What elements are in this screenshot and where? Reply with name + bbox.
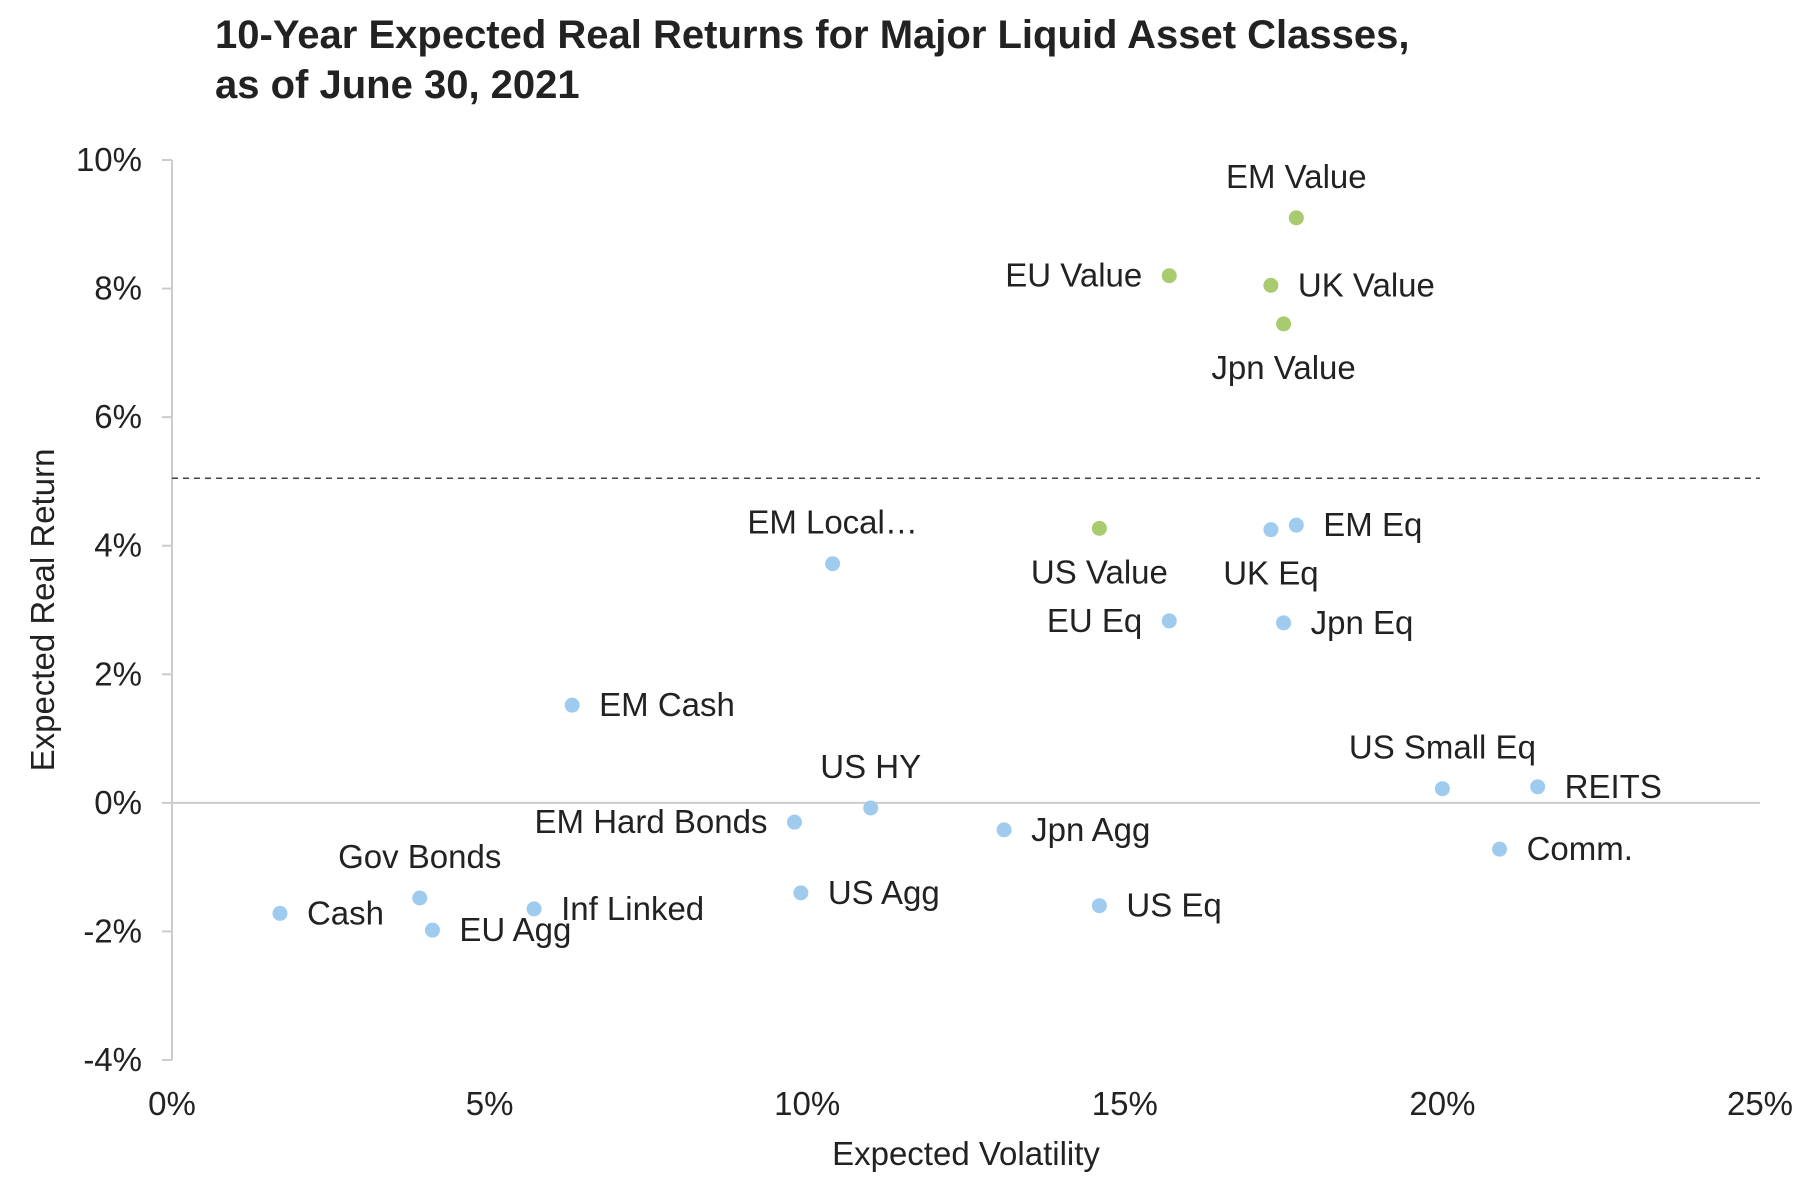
- point-eu-eq: [1161, 613, 1177, 629]
- point-em-hard-bonds: [786, 814, 802, 830]
- y-tick-label: -2%: [83, 912, 142, 949]
- point-em-value: [1288, 210, 1304, 226]
- point-reits: [1530, 779, 1546, 795]
- x-tick-label: 20%: [1409, 1085, 1475, 1122]
- x-tick-label: 25%: [1727, 1085, 1793, 1122]
- label-eu-value: EU Value: [1005, 257, 1142, 294]
- label-uk-value: UK Value: [1298, 266, 1435, 303]
- label-us-hy: US HY: [820, 748, 921, 785]
- point-gov-bonds: [412, 890, 428, 906]
- label-reits: REITS: [1565, 768, 1662, 805]
- label-em-eq: EM Eq: [1323, 506, 1422, 543]
- label-us-eq: US Eq: [1126, 887, 1221, 924]
- point-em-eq: [1288, 517, 1304, 533]
- label-eu-eq: EU Eq: [1047, 602, 1142, 639]
- label-em-cash: EM Cash: [599, 686, 735, 723]
- point-comm: [1492, 841, 1508, 857]
- point-us-value: [1091, 520, 1107, 536]
- axes-layer: -4% -2% 0% 2% 4% 6% 8% 10% 0% 5% 10% 15% 20% 25%: [76, 141, 1793, 1122]
- label-jpn-agg: Jpn Agg: [1031, 811, 1150, 848]
- point-uk-eq: [1263, 522, 1279, 538]
- chart-title-line-1: 10-Year Expected Real Returns for Major …: [215, 13, 1410, 57]
- label-uk-eq: UK Eq: [1223, 555, 1318, 592]
- point-us-hy: [863, 800, 879, 816]
- label-jpn-value: Jpn Value: [1211, 349, 1355, 386]
- label-em-local: EM Local…: [747, 504, 918, 541]
- y-axis-title: Expected Real Return: [24, 449, 61, 772]
- label-eu-agg: EU Agg: [459, 911, 571, 948]
- label-gov-bonds: Gov Bonds: [338, 838, 501, 875]
- x-tick-label: 10%: [774, 1085, 840, 1122]
- labels-layer: EM Value EU Value UK Value Jpn Value US Valu…: [307, 158, 1662, 948]
- point-jpn-value: [1276, 316, 1292, 332]
- y-tick-label: 8%: [94, 270, 142, 307]
- label-jpn-eq: Jpn Eq: [1311, 604, 1414, 641]
- x-axis-title: Expected Volatility: [832, 1135, 1100, 1172]
- y-tick-label: 4%: [94, 527, 142, 564]
- x-tick-label: 0%: [148, 1085, 196, 1122]
- x-tick-label: 5%: [466, 1085, 514, 1122]
- label-cash: Cash: [307, 894, 384, 931]
- y-tick-label: 10%: [76, 141, 142, 178]
- point-jpn-agg: [996, 822, 1012, 838]
- point-em-local: [825, 556, 841, 572]
- chart-title-line-2: as of June 30, 2021: [215, 63, 580, 107]
- y-tick-label: 2%: [94, 655, 142, 692]
- point-em-cash: [564, 697, 580, 713]
- point-uk-value: [1263, 277, 1279, 293]
- point-us-small-eq: [1434, 781, 1450, 797]
- label-us-value: US Value: [1031, 553, 1168, 590]
- y-tick-label: 6%: [94, 398, 142, 435]
- y-tick-label: -4%: [83, 1041, 142, 1078]
- point-jpn-eq: [1276, 615, 1292, 631]
- point-inf-linked: [526, 901, 542, 917]
- point-eu-agg: [424, 922, 440, 938]
- points-layer: [272, 210, 1546, 938]
- label-us-small-eq: US Small Eq: [1349, 729, 1536, 766]
- point-eu-value: [1161, 268, 1177, 284]
- chart-title: 10-Year Expected Real Returns for Major …: [215, 10, 1615, 110]
- point-us-agg: [793, 885, 809, 901]
- point-us-eq: [1091, 898, 1107, 914]
- x-tick-label: 15%: [1092, 1085, 1158, 1122]
- label-us-agg: US Agg: [828, 874, 940, 911]
- label-inf-linked: Inf Linked: [561, 890, 704, 927]
- label-em-hard-bonds: EM Hard Bonds: [535, 803, 768, 840]
- label-comm: Comm.: [1527, 830, 1633, 867]
- label-em-value: EM Value: [1226, 158, 1367, 195]
- point-cash: [272, 905, 288, 921]
- y-tick-label: 0%: [94, 784, 142, 821]
